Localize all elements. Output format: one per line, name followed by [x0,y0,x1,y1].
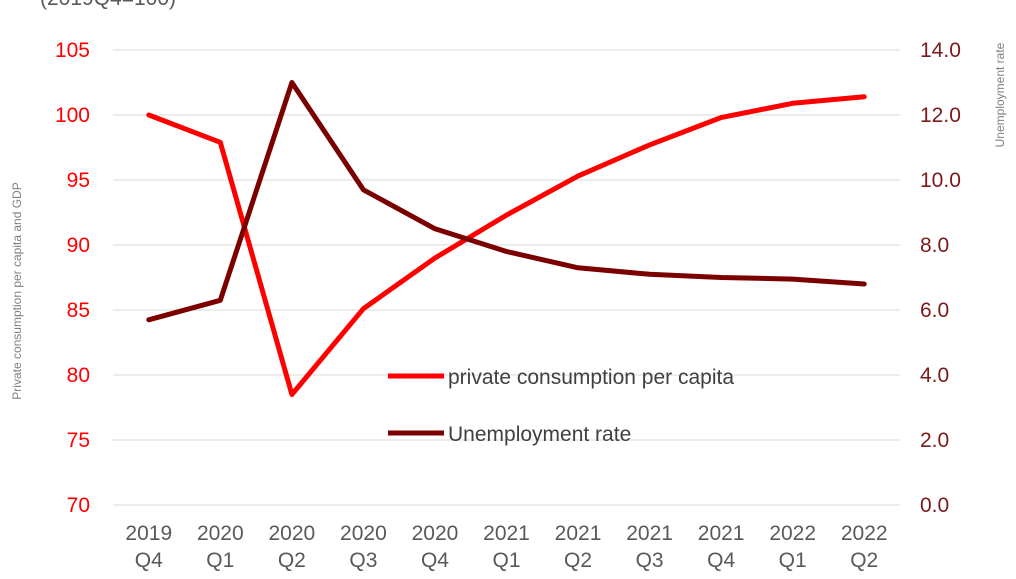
x-tick-label: 2021 Q1 [483,522,530,572]
x-tick-label: 2022 Q2 [841,522,888,572]
x-axis: 2019 Q4 2020 Q1 2020 Q2 2020 Q3 2020 Q4 2021 Q1 2021… [125,522,887,572]
right-tick-label: 10.0 [920,169,961,192]
left-tick-label: 75 [67,429,90,452]
gridlines [113,49,900,506]
right-tick-label: 14.0 [920,39,961,62]
series-line-private-consumption [146,94,867,397]
series-lines [146,80,867,397]
legend-label-unemployment: Unemployment rate [448,423,631,446]
left-tick-label: 85 [67,299,90,322]
right-tick-label: 0.0 [920,494,949,517]
left-tick-label: 105 [55,39,90,62]
right-tick-label: 8.0 [920,234,949,257]
right-y-axis-title: Unemployment rate [993,42,1007,147]
left-y-axis: 70 75 80 85 90 95 100 105 [55,39,90,517]
x-tick-label: 2021 Q3 [626,522,673,572]
x-tick-label: 2020 Q2 [269,522,316,572]
x-tick-label: 2021 Q4 [698,522,745,572]
legend: private consumption per capita Unemploym… [388,366,734,446]
left-y-axis-title: Private consumption per capita and GDP [10,182,24,399]
x-tick-label: 2020 Q1 [197,522,244,572]
x-tick-label: 2020 Q4 [412,522,459,572]
legend-label-private-consumption: private consumption per capita [448,366,734,389]
right-y-axis: 0.0 2.0 4.0 6.0 8.0 10.0 12.0 14.0 [920,39,961,517]
left-tick-label: 95 [67,169,90,192]
series-line-unemployment [146,80,867,323]
x-tick-label: 2021 Q2 [555,522,602,572]
left-tick-label: 80 [67,364,90,387]
right-tick-label: 4.0 [920,364,949,387]
left-tick-label: 70 [67,494,90,517]
x-tick-label: 2019 Q4 [125,522,172,572]
left-tick-label: 90 [67,234,90,257]
x-tick-label: 2020 Q3 [340,522,387,572]
right-tick-label: 6.0 [920,299,949,322]
left-tick-label: 100 [55,104,90,127]
right-tick-label: 2.0 [920,429,949,452]
right-tick-label: 12.0 [920,104,961,127]
x-tick-label: 2022 Q1 [769,522,816,572]
